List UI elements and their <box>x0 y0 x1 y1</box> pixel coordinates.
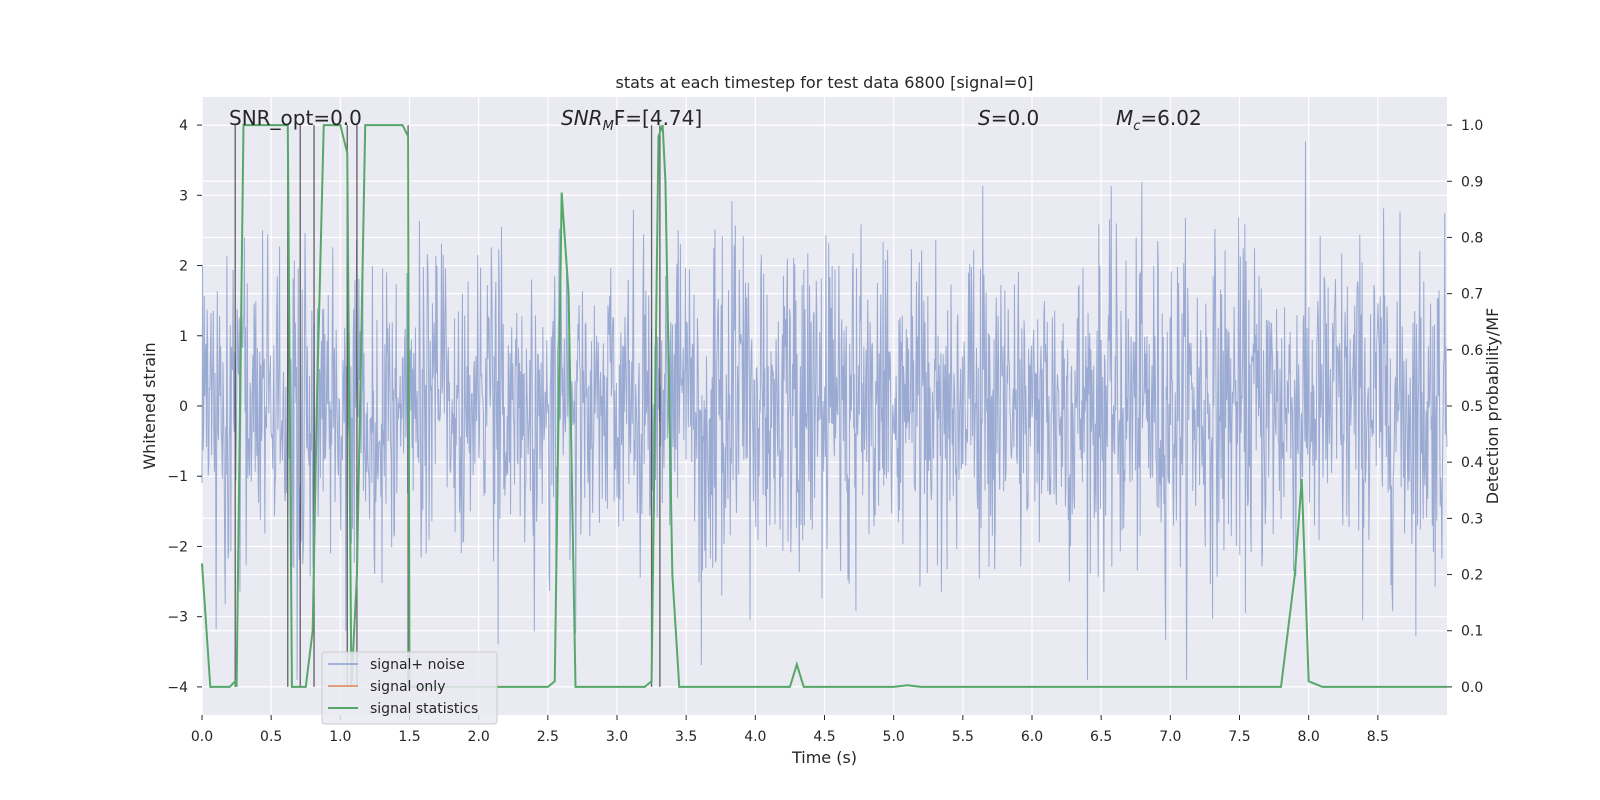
x-tick-label: 6.0 <box>1021 729 1043 745</box>
annotation-snr-opt: SNR_opt=0.0 <box>229 106 362 130</box>
x-tick-label: 5.0 <box>883 729 905 745</box>
annotation-mc-tail: =6.02 <box>1140 106 1201 130</box>
chart-title: stats at each timestep for test data 680… <box>615 73 1033 92</box>
y-tick-label: 3 <box>179 188 188 204</box>
x-axis-label: Time (s) <box>791 748 857 767</box>
legend-entry-statistics: signal statistics <box>370 701 478 717</box>
y-tick-label: 0 <box>179 399 188 415</box>
y-right-tick-label: 0.8 <box>1461 230 1483 246</box>
y-right-axis-label: Detection probability/MF <box>1483 308 1502 505</box>
y-right-tick-label: 0.1 <box>1461 624 1483 640</box>
x-tick-label: 2.5 <box>537 729 559 745</box>
x-tick-label: 3.5 <box>675 729 697 745</box>
annotation-mc: Mc=6.02 <box>1116 106 1202 134</box>
annotation-snr-mf-sub: M <box>603 119 614 134</box>
annotation-s: S=0.0 <box>978 106 1039 130</box>
annotation-snr-mf-main: SNR <box>561 106 603 130</box>
y-tick-label: −3 <box>167 610 188 626</box>
y-axis-label: Whitened strain <box>140 342 159 469</box>
x-axis-ticks: 0.0 0.5 1.0 1.5 2.0 2.5 3.0 3.5 4.0 4.5 5.0 5.5 6.0 6… <box>191 715 1389 745</box>
annotation-snr-mf: SNRMF=[4.74] <box>561 106 702 134</box>
x-tick-label: 3.0 <box>606 729 628 745</box>
legend-box <box>321 651 498 725</box>
y-right-tick-label: 0.9 <box>1461 174 1483 190</box>
legend-entry-signal-only: signal only <box>370 679 445 695</box>
x-tick-label: 7.0 <box>1159 729 1181 745</box>
x-tick-label: 1.5 <box>398 729 420 745</box>
x-tick-label: 0.0 <box>191 729 213 745</box>
y-tick-label: −2 <box>167 539 188 555</box>
y-axis-ticks: −4 −3 −2 −1 0 1 2 3 4 <box>167 118 202 696</box>
annotation-mc-var: M <box>1116 106 1133 130</box>
y-right-tick-label: 0.3 <box>1461 511 1483 527</box>
x-tick-label: 5.5 <box>952 729 974 745</box>
x-tick-label: 8.5 <box>1367 729 1389 745</box>
y-right-tick-label: 0.2 <box>1461 568 1483 584</box>
y-tick-label: −1 <box>167 469 188 485</box>
x-tick-label: 1.0 <box>329 729 351 745</box>
y-right-tick-label: 0.7 <box>1461 287 1483 303</box>
y-tick-label: 1 <box>179 329 188 345</box>
annotation-s-tail: =0.0 <box>991 106 1040 130</box>
y-right-tick-label: 0.0 <box>1461 680 1483 696</box>
x-tick-label: 4.5 <box>813 729 835 745</box>
x-tick-label: 6.5 <box>1090 729 1112 745</box>
y-right-axis-ticks: 0.0 0.1 0.2 0.3 0.4 0.5 0.6 0.7 0.8 0.9 1.0 <box>1447 118 1483 696</box>
legend-entry-noise: signal+ noise <box>370 657 465 673</box>
x-tick-label: 0.5 <box>260 729 282 745</box>
annotation-mc-sub: c <box>1133 119 1140 134</box>
y-tick-label: −4 <box>167 680 188 696</box>
x-tick-label: 7.5 <box>1228 729 1250 745</box>
y-right-tick-label: 1.0 <box>1461 118 1483 134</box>
y-tick-label: 4 <box>179 118 188 134</box>
y-right-tick-label: 0.5 <box>1461 399 1483 415</box>
x-tick-label: 4.0 <box>744 729 766 745</box>
y-right-tick-label: 0.6 <box>1461 343 1483 359</box>
x-tick-label: 8.0 <box>1298 729 1320 745</box>
annotation-s-var: S <box>978 106 991 130</box>
y-right-tick-label: 0.4 <box>1461 455 1483 471</box>
x-tick-label: 2.0 <box>468 729 490 745</box>
y-tick-label: 2 <box>179 259 188 275</box>
annotation-snr-mf-tail: F=[4.74] <box>614 106 702 130</box>
legend: signal+ noise signal only signal statist… <box>321 651 498 725</box>
